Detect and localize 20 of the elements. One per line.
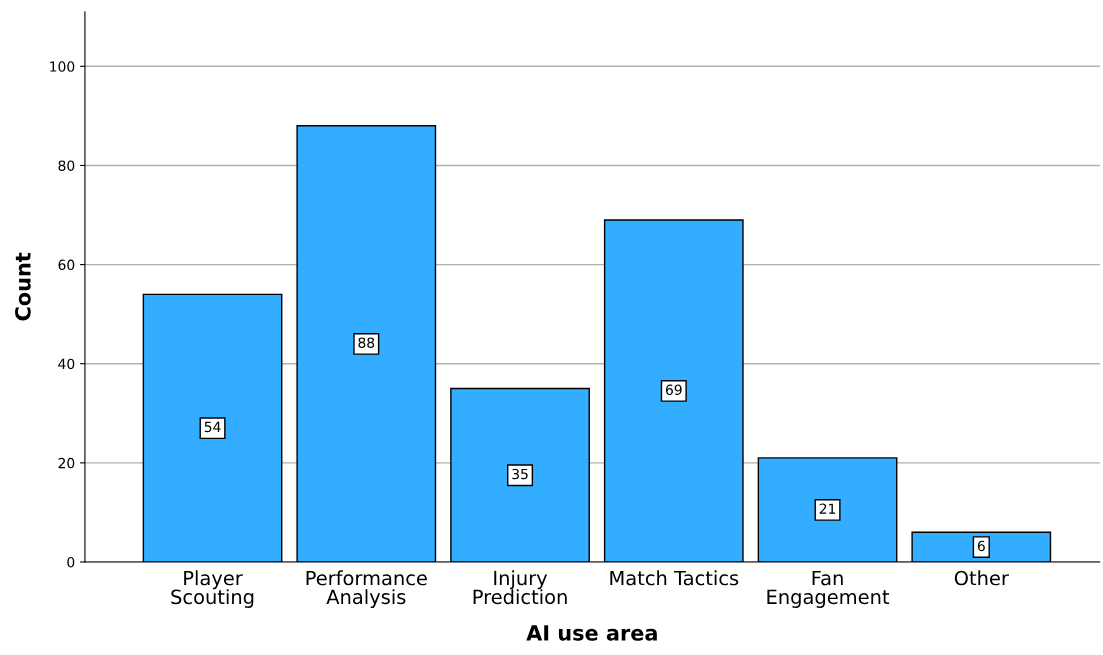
y-tick-label: 80 (58, 160, 75, 171)
x-tick-label: Player Scouting (171, 570, 254, 608)
x-tick-label: Other (954, 570, 1009, 586)
x-tick-label: Injury Prediction (473, 570, 567, 605)
y-tick-label: 60 (58, 259, 75, 271)
y-axis-title: Count (15, 252, 31, 321)
y-tick-label: 40 (58, 358, 75, 370)
y-tick-label: 100 (50, 61, 75, 72)
data-label: 35 (512, 468, 528, 480)
y-tick-label: 0 (67, 556, 75, 568)
x-tick-label: Fan Engagement (767, 570, 890, 608)
y-tick-label: 20 (58, 457, 75, 469)
x-tick-label: Performance Analysis (306, 570, 427, 608)
data-label: 54 (204, 421, 221, 433)
data-label: 6 (977, 540, 985, 552)
x-tick-label: Match Tactics (610, 570, 739, 586)
data-label: 21 (819, 503, 836, 514)
data-label: 69 (665, 384, 682, 396)
data-label: 88 (358, 337, 375, 348)
x-axis-title: AI use area (526, 625, 657, 641)
